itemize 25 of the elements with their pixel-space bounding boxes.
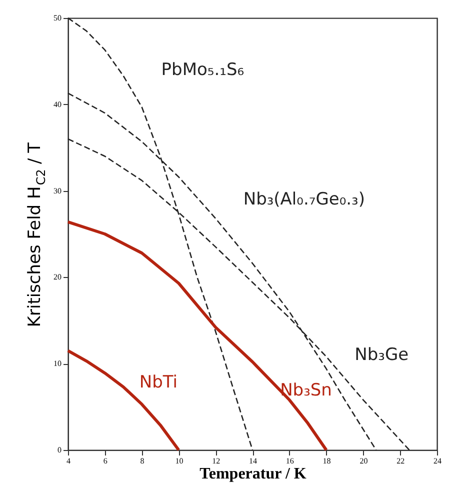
x-tick-label: 22 [396,456,405,466]
x-tick-label: 4 [66,456,70,466]
line-series [66,349,180,452]
x-tick-label: 8 [140,456,144,466]
x-axis-title: Temperatur / K [200,466,307,482]
y-tick-label: 0 [58,446,62,454]
series-label: Nb₃Sn [280,380,332,400]
x-tick-label: 16 [286,456,294,466]
y-tick-label: 20 [54,272,62,282]
y-tick-label: 10 [54,359,62,368]
y-axis-title: Kritisches Feld HC2 / T [25,142,48,328]
series-label: NbTi [139,372,178,393]
x-tick-label: 10 [175,456,184,466]
y-tick-label: 40 [54,100,62,109]
series-label: PbMo₅.₁S₆ [161,60,244,80]
series-label: Nb₃Ge [354,344,409,365]
series-label: Nb₃(Al₀.₇Ge₀.₃) [243,189,365,210]
x-tick-label: 20 [360,456,368,466]
x-tick-label: 14 [249,456,257,466]
x-tick-label: 12 [212,456,220,466]
x-tick-label: 18 [322,456,331,466]
y-tick-label: 30 [54,186,62,196]
x-tick-label: 24 [434,456,442,466]
y-tick-label: 50 [54,14,62,22]
x-tick-label: 6 [103,456,108,466]
